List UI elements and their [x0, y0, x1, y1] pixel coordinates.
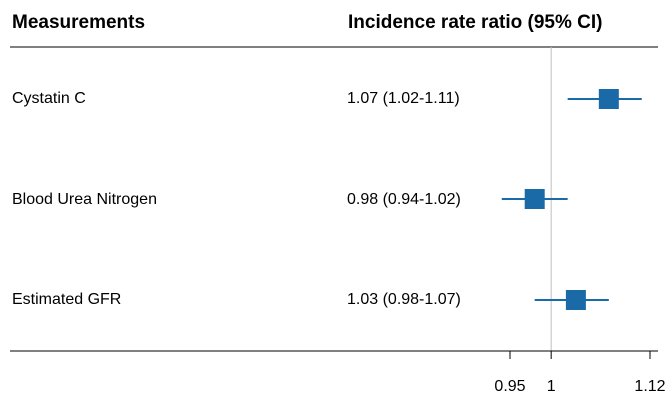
row-ci-estimated-gfr: 1.03 (0.98-1.07) — [347, 291, 461, 308]
estimate-marker-cystatin-c — [598, 89, 619, 109]
estimate-marker-estimated-gfr — [565, 290, 586, 310]
x-tick-label-1-12: 1.12 — [634, 378, 665, 395]
estimate-marker-blood-urea-nitrogen — [524, 189, 545, 209]
column-header-incidence-rate-ratio: Incidence rate ratio (95% CI) — [348, 12, 603, 33]
row-label-estimated-gfr: Estimated GFR — [12, 291, 122, 308]
x-tick-label-1: 1 — [547, 378, 556, 395]
x-tick-label-0-95: 0.95 — [494, 378, 525, 395]
column-header-measurements: Measurements — [12, 12, 146, 33]
row-ci-blood-urea-nitrogen: 0.98 (0.94-1.02) — [347, 191, 461, 208]
row-label-blood-urea-nitrogen: Blood Urea Nitrogen — [12, 191, 157, 208]
row-label-cystatin-c: Cystatin C — [12, 90, 86, 107]
row-ci-cystatin-c: 1.07 (1.02-1.11) — [347, 90, 460, 107]
